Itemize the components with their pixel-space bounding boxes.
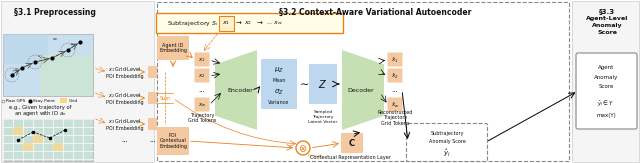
- Text: an agent with ID $a_n$: an agent with ID $a_n$: [14, 110, 66, 119]
- FancyBboxPatch shape: [309, 64, 337, 104]
- Circle shape: [296, 141, 310, 155]
- FancyBboxPatch shape: [3, 119, 93, 161]
- FancyBboxPatch shape: [53, 143, 63, 151]
- Text: $x_2$: $x_2$: [244, 19, 252, 27]
- Text: Trajectory
Grid Tokens: Trajectory Grid Tokens: [188, 113, 216, 123]
- FancyBboxPatch shape: [387, 68, 403, 82]
- Text: Anomaly Score: Anomaly Score: [429, 139, 465, 143]
- FancyBboxPatch shape: [3, 34, 93, 96]
- Text: $x_2$: $x_2$: [198, 72, 205, 80]
- Text: Reconstructed
Trajectory
Grid Tokens: Reconstructed Trajectory Grid Tokens: [378, 110, 413, 126]
- Text: $a_n$: $a_n$: [52, 37, 58, 43]
- FancyBboxPatch shape: [195, 97, 209, 111]
- Text: $s_3$: $s_3$: [70, 41, 76, 49]
- FancyBboxPatch shape: [33, 135, 43, 143]
- Text: §3.2 Context-Aware Variational Autoencoder: §3.2 Context-Aware Variational Autoencod…: [279, 8, 471, 17]
- Text: ...: ...: [198, 87, 205, 93]
- FancyBboxPatch shape: [13, 127, 23, 135]
- Text: Raw GPS: Raw GPS: [6, 99, 25, 103]
- Text: Sampled
Trajectory
Latent Vector: Sampled Trajectory Latent Vector: [308, 110, 338, 124]
- Text: Sum: Sum: [159, 96, 171, 101]
- Text: $s_1$: $s_1$: [14, 66, 20, 74]
- FancyBboxPatch shape: [1, 1, 154, 162]
- Text: $x_1$: $x_1$: [222, 19, 230, 27]
- Text: $Z$: $Z$: [319, 78, 328, 90]
- Text: $s_2$: $s_2$: [37, 53, 43, 61]
- Text: §3.3: §3.3: [599, 8, 615, 14]
- Text: Variance: Variance: [268, 99, 290, 104]
- FancyBboxPatch shape: [156, 13, 343, 33]
- FancyBboxPatch shape: [195, 52, 209, 67]
- Text: $\otimes$: $\otimes$: [298, 142, 308, 154]
- Text: Agent-Level: Agent-Level: [586, 16, 628, 21]
- Text: max(Y): max(Y): [596, 113, 616, 119]
- Text: POI
Contextual
Embedding: POI Contextual Embedding: [159, 133, 187, 149]
- Text: $x_1$: $x_1$: [198, 56, 205, 64]
- Text: Subtrajectory $S_i$: Subtrajectory $S_i$: [167, 18, 218, 28]
- Text: Concat: Concat: [308, 154, 323, 158]
- Text: Encoder: Encoder: [227, 88, 253, 92]
- Text: Grid: Grid: [69, 99, 78, 103]
- FancyBboxPatch shape: [60, 98, 67, 103]
- Text: $\hat{y}_i \in Y$: $\hat{y}_i \in Y$: [597, 98, 614, 108]
- FancyBboxPatch shape: [406, 124, 488, 162]
- Text: ... $x_w$: ... $x_w$: [266, 19, 284, 27]
- Text: Contextual Representation Layer: Contextual Representation Layer: [310, 156, 390, 161]
- FancyBboxPatch shape: [23, 143, 33, 151]
- FancyBboxPatch shape: [3, 34, 48, 64]
- Text: $\rightarrow$: $\rightarrow$: [234, 20, 243, 26]
- Text: $\mu_Z$: $\mu_Z$: [274, 65, 284, 75]
- Text: Anomaly: Anomaly: [592, 23, 622, 28]
- Polygon shape: [215, 50, 257, 130]
- Text: ...: ...: [392, 87, 398, 93]
- Text: §3.1 Preprocessing: §3.1 Preprocessing: [14, 8, 96, 17]
- Polygon shape: [342, 50, 384, 130]
- FancyBboxPatch shape: [148, 66, 157, 78]
- Text: Agent: Agent: [598, 65, 614, 69]
- Text: $\hat{x}_1$: $\hat{x}_1$: [391, 55, 399, 65]
- Text: Subtrajectory: Subtrajectory: [430, 131, 464, 135]
- Text: $\hat{x}_2$: $\hat{x}_2$: [391, 71, 399, 81]
- Text: $x_w$: $x_w$: [198, 101, 206, 109]
- FancyBboxPatch shape: [148, 92, 157, 104]
- FancyBboxPatch shape: [218, 15, 234, 30]
- Text: $\sigma_Z$: $\sigma_Z$: [274, 87, 284, 97]
- Text: Mean: Mean: [272, 77, 285, 82]
- FancyBboxPatch shape: [261, 59, 297, 109]
- Text: Decoder: Decoder: [348, 88, 374, 92]
- FancyBboxPatch shape: [387, 52, 403, 67]
- Text: $x_3$ Grid-Level
POI Embedding: $x_3$ Grid-Level POI Embedding: [106, 117, 144, 131]
- Text: $\hat{x}_w$: $\hat{x}_w$: [390, 100, 399, 110]
- FancyBboxPatch shape: [157, 127, 189, 155]
- FancyBboxPatch shape: [195, 68, 209, 82]
- Text: Agent ID
Embedding: Agent ID Embedding: [159, 43, 187, 53]
- FancyBboxPatch shape: [572, 1, 639, 162]
- Text: $x_1$ Grid-Level
POI Embedding: $x_1$ Grid-Level POI Embedding: [106, 65, 144, 79]
- Text: Stay Point: Stay Point: [33, 99, 55, 103]
- FancyBboxPatch shape: [576, 53, 637, 129]
- Text: $\sim$: $\sim$: [297, 79, 309, 89]
- Text: $\hat{y}_i$: $\hat{y}_i$: [443, 147, 451, 159]
- Text: Score: Score: [598, 84, 614, 89]
- Text: e.g., Given trajectory of: e.g., Given trajectory of: [9, 105, 71, 111]
- Text: ...: ...: [122, 137, 129, 143]
- FancyBboxPatch shape: [157, 36, 189, 60]
- Text: C: C: [349, 139, 355, 148]
- Text: Score: Score: [597, 30, 617, 35]
- Text: ...: ...: [150, 137, 156, 143]
- FancyBboxPatch shape: [148, 118, 157, 130]
- FancyBboxPatch shape: [387, 97, 403, 111]
- Text: Anomaly: Anomaly: [594, 74, 618, 80]
- FancyBboxPatch shape: [341, 133, 363, 153]
- Text: $x_2$ Grid-Level
POI Embedding: $x_2$ Grid-Level POI Embedding: [106, 91, 144, 105]
- Text: $\rightarrow$: $\rightarrow$: [255, 20, 264, 26]
- FancyBboxPatch shape: [40, 55, 93, 96]
